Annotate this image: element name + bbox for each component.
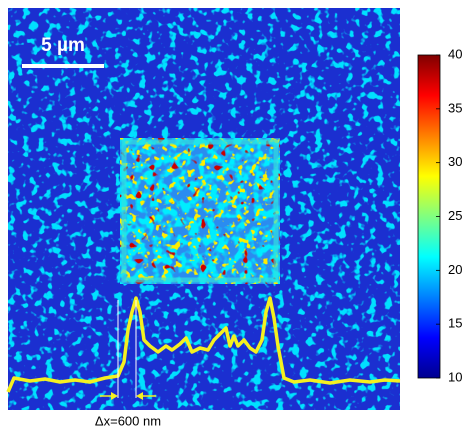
colorbar-tick-label: 30 — [448, 154, 462, 169]
colorbar-tick-label: 25 — [448, 208, 462, 223]
colorbar-tick-label: 15 — [448, 316, 462, 331]
scale-bar-label: 5 µm — [41, 35, 85, 56]
figure: 5 µm Δx=600 nm 10 15 20 25 30 35 40 — [0, 0, 468, 431]
annotation: Δx=600 nm — [95, 413, 161, 428]
colorbar-tick-label: 35 — [448, 100, 462, 115]
image: 5 µm — [8, 8, 400, 410]
colorbar-tick-label: 40 — [448, 46, 462, 61]
square-peaks — [120, 138, 280, 284]
colorbar-tick-label: 10 — [448, 369, 462, 384]
colorbar-tick-label: 20 — [448, 262, 462, 277]
